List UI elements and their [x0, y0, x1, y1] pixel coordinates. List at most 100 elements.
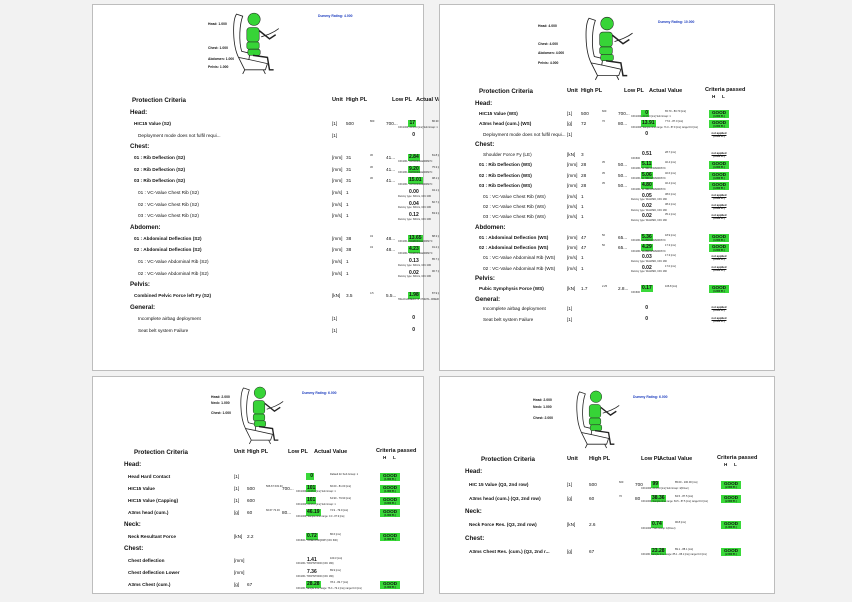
criteria-passed-points: (4.000 Pt.) — [713, 249, 725, 253]
column-low-pl: Low PL — [641, 456, 661, 462]
criterion-unit: [kN] — [567, 286, 576, 292]
intermediate-limit: 43 — [370, 234, 373, 238]
measurement-note: 96.8 [ms] — [675, 521, 686, 525]
actual-value: 0.51 — [642, 150, 652, 157]
section-heading: General: — [439, 296, 773, 306]
criteria-passed-points: (0.000 Pt.) — [713, 154, 725, 158]
measurement-note: 35.1 [ms] — [665, 213, 676, 217]
criterion-unit: [m/s] — [332, 259, 343, 265]
low-pl-value: 48... — [386, 235, 396, 241]
criteria-passed-points: (1.000 Pt.) — [384, 586, 396, 590]
low-pl-value: 700... — [282, 485, 294, 491]
criterion-name: Head Hard Contact — [128, 473, 171, 479]
criterion-name: 01 : VC-Value Abdominal Rib (S2) — [138, 259, 209, 265]
criteria-passed-points: (1.000 Pt.) — [384, 514, 396, 518]
criterion-unit: [1] — [567, 316, 573, 322]
criteria-passed-badge: GOOD (1.000 Pt.) — [721, 521, 741, 530]
low-pl-value: 41... — [386, 155, 396, 161]
criteria-row: HIC15 Value (WS) [1] 500 600 700... 0 65.70 - … — [439, 109, 773, 120]
criteria-passed-status: not applied — [711, 254, 727, 259]
criterion-unit: [mm] — [567, 183, 578, 189]
criteria-row: HIC15 Value [1] 500 566.67 633.33 700... 101 6… — [92, 484, 422, 495]
criteria-passed-badge: not applied (0.000 Pt.) — [709, 265, 729, 273]
high-pl-value: 31 — [346, 166, 352, 172]
body-region-score: Neck: 1.000 — [533, 405, 552, 409]
measurement-detail: CFC600 — [631, 290, 640, 294]
criteria-passed-badge: GOOD (4.000 Pt.) — [709, 171, 729, 180]
criteria-passed-badge: GOOD (4.000 Pt.) — [709, 109, 729, 118]
criterion-name: HIC 15 Value (Q3, 2nd row) — [469, 481, 529, 487]
body-region-score: Abdomen: 4.000 — [538, 51, 565, 55]
measurement-detail: CFC1000, dt=15.0 [ms] Sub Group: 1 — [398, 125, 438, 129]
high-pl-value: 500 — [247, 485, 255, 491]
high-pl-value: 1 — [581, 265, 584, 271]
criteria-passed-points: (0.000 Pt.) — [713, 196, 725, 200]
criteria-row: 02 : VC-Value Chest Rib (S2) [m/s] 1 0.04 82… — [92, 201, 503, 211]
high-pl-value: 38 — [346, 247, 352, 253]
criteria-passed-status: not applied — [711, 192, 727, 197]
actual-value: 0.03 — [642, 254, 652, 261]
criterion-unit: [m/s] — [567, 214, 578, 220]
measurement-detail: CFC180 / H4ABRI01LE00DSYC — [398, 240, 433, 244]
body-region-score: Chest: 4.000 — [538, 42, 558, 46]
actual-value: 0.05 — [642, 192, 652, 199]
measurement-note: 40.4 [ms] — [665, 161, 676, 165]
actual-value: 1.41 — [307, 556, 317, 563]
intermediate-limit: 35 — [602, 161, 605, 165]
column-title: Protection Criteria — [479, 88, 533, 95]
criterion-name: HIC15 Value (S2) — [134, 121, 171, 127]
column-low-pl: Low PL — [288, 449, 308, 455]
criteria-passed-points: (0.000 Pt.) — [713, 258, 725, 262]
body-region-score: Chest: 2.000 — [533, 416, 553, 420]
actual-value: 101 — [306, 484, 317, 492]
measurement-detail: CFC180 / 11TRRI01WS00DSYC — [631, 166, 666, 170]
criterion-name: 03 : Rib Deflection (S2) — [134, 178, 186, 184]
criteria-row: Combined Pelvic Force left Fy (S2) [kN] 3.… — [92, 292, 506, 302]
criteria-row: 01 : VC-Value Abdominal Rib (S2) [m/s] 1 0.… — [92, 258, 503, 268]
measurement-note: 94.1 [ms] — [432, 189, 443, 193]
section-heading: Abdomen: — [439, 224, 773, 234]
measurement-detail: CFC1000 / Sub Group: 1(Driver) — [641, 526, 676, 530]
measurement-note: 91.2 [ms] — [432, 246, 443, 250]
section-title: Abdomen: — [475, 223, 506, 231]
criteria-row: 01 : VC-Value Chest Rib (WS) [m/s] 1 0.05 38… — [439, 193, 773, 203]
criterion-unit: [m/s] — [567, 255, 578, 261]
section-title: Chest: — [465, 534, 485, 542]
criteria-row: 02 : VC-Value Abdominal Rib (WS) [m/s] 1 0.… — [439, 265, 773, 275]
column-title: Protection Criteria — [134, 449, 188, 456]
criteria-row: HIC15 Value (Capping) [1] 600 101 64.90 - 79… — [92, 496, 422, 507]
criterion-name: 01 : Rib Deflection (WS) — [479, 162, 532, 168]
column-low-pl: Low PL — [624, 88, 644, 94]
actual-value: 0 — [412, 131, 415, 138]
criterion-unit: [kN] — [567, 151, 576, 157]
high-pl-value: 1 — [346, 201, 349, 207]
criteria-passed-badge: not applied (0.000 Pt.) — [709, 254, 729, 262]
actual-value: 13.65 — [408, 234, 423, 242]
actual-value: 46.19 — [306, 509, 321, 517]
criteria-passed-badge: GOOD (4.000 Pt.) — [709, 161, 729, 170]
criteria-passed-badge: GOOD (1.000 Pt.) — [380, 581, 400, 590]
criterion-name: 02 : Rib Deflection (WS) — [479, 172, 532, 178]
body-region-score: Pelvis: 4.000 — [538, 61, 559, 65]
criterion-name: Seat belt system Failure — [138, 327, 189, 333]
criterion-name: A3ms Chest (cum.) — [128, 582, 171, 588]
high-pl-value: 28 — [581, 162, 587, 168]
criteria-passed-status: GOOD — [723, 480, 739, 486]
intermediate-limit: 2.25 — [602, 285, 608, 289]
criterion-unit: [1] — [234, 497, 240, 503]
intermediate-limit: 4.5 — [370, 292, 374, 296]
criterion-name: 01 : VC-Value Chest Rib (WS) — [483, 193, 546, 199]
criterion-unit: [mm] — [332, 247, 343, 253]
occupant-seat-diagram — [576, 390, 620, 449]
measurement-detail: CFC180 / 11ABRI01WS00DSYC — [631, 239, 666, 243]
criterion-unit: [mm] — [332, 235, 343, 241]
measurement-note: 89.1 - 88.1 [ms] — [675, 547, 694, 551]
actual-value: 0.02 — [642, 213, 652, 220]
criterion-name: 03 : VC-Value Chest Rib (S2) — [138, 213, 199, 219]
column-high-pl: High PL — [581, 88, 603, 94]
criteria-passed-points: (1.000 Pt.) — [384, 489, 396, 493]
column-actual-value: Actual Value — [649, 88, 683, 94]
measurement-note: 17.0 [ms] — [665, 264, 676, 268]
criteria-row: A3ms Chest Res. (cum.) (Q3, 2nd r... [g] 6… — [439, 547, 773, 558]
high-pl-value: 60 — [589, 495, 595, 501]
